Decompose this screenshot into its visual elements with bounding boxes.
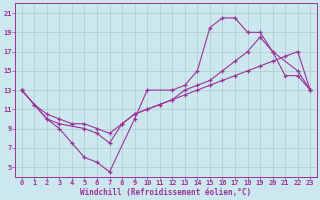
X-axis label: Windchill (Refroidissement éolien,°C): Windchill (Refroidissement éolien,°C)	[80, 188, 252, 197]
